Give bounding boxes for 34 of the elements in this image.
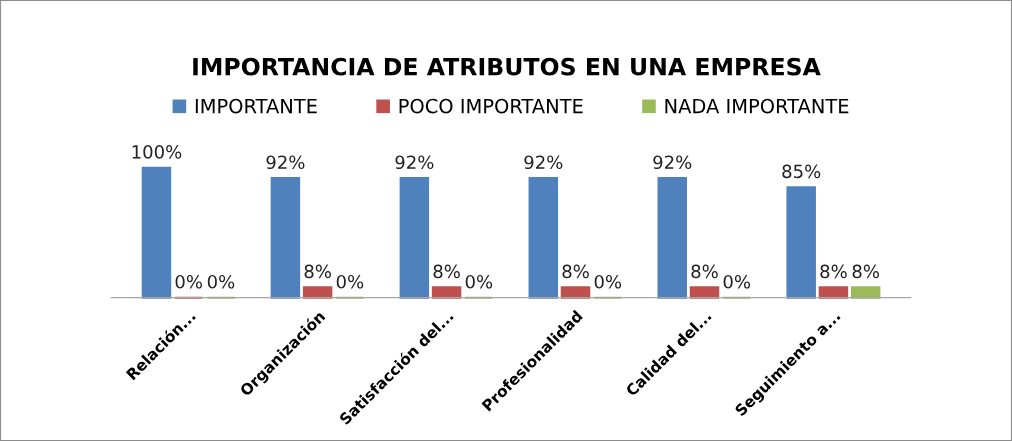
data-label: 8%: [852, 264, 879, 279]
legend-label: IMPORTANTE: [195, 98, 317, 114]
data-label: 8%: [820, 264, 847, 279]
bar: [560, 286, 591, 299]
data-label: 100%: [132, 145, 182, 159]
data-label: 92%: [395, 155, 434, 170]
data-label: 92%: [266, 155, 305, 170]
data-label: 0%: [175, 274, 203, 289]
data-label: 85%: [782, 164, 821, 179]
bar: [399, 177, 430, 299]
bar: [850, 286, 881, 299]
legend-label: POCO IMPORTANTE: [399, 98, 583, 114]
data-label: 8%: [304, 264, 331, 279]
bar: [431, 286, 462, 299]
data-label: 8%: [562, 264, 589, 279]
legend-label: NADA IMPORTANTE: [665, 98, 849, 114]
bar: [689, 286, 720, 299]
bar: [528, 177, 559, 299]
data-label: 0%: [465, 274, 493, 289]
data-label: 8%: [433, 264, 460, 279]
bar: [270, 177, 301, 299]
bar: [657, 177, 687, 299]
data-label: 0%: [207, 274, 235, 289]
data-label: 0%: [723, 274, 751, 289]
data-label: 92%: [524, 155, 563, 170]
bar: [818, 286, 849, 299]
data-label: 0%: [594, 274, 622, 289]
bar: [786, 186, 816, 299]
data-label: 8%: [691, 264, 718, 279]
chart-title: IMPORTANCIA DE ATRIBUTOS EN UNA EMPRESA: [193, 57, 821, 76]
bar: [302, 286, 333, 299]
data-label: 0%: [336, 274, 364, 289]
bar: [141, 166, 172, 299]
data-label: 92%: [653, 155, 692, 170]
